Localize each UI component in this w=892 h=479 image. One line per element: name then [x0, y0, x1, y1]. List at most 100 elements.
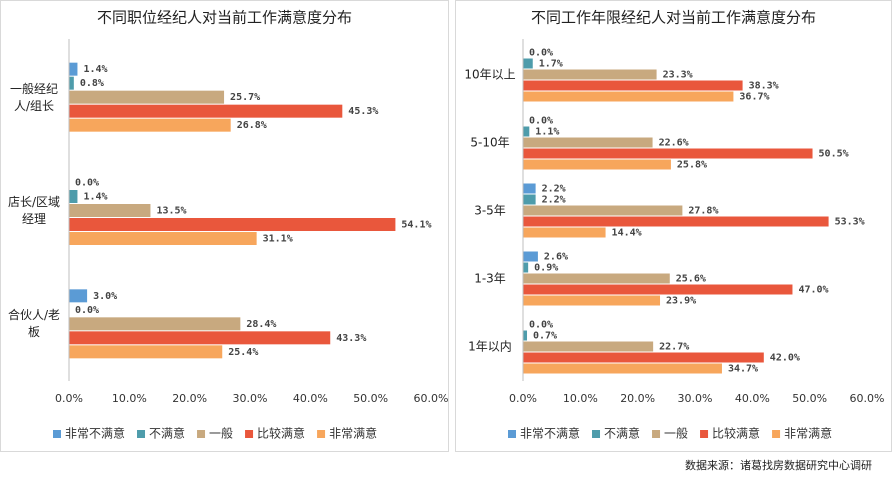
data-label: 3.0% [93, 291, 117, 302]
bar [523, 352, 764, 363]
data-label: 54.1% [401, 220, 431, 231]
legend-label: 比较满意 [712, 426, 760, 441]
category-label: 10年以上 [464, 67, 516, 82]
bar [523, 91, 734, 102]
source-note: 数据来源：诸葛找房数据研究中心调研 [685, 459, 872, 472]
bar [523, 262, 529, 273]
x-tick-label: 30.0% [678, 392, 713, 405]
data-label: 27.8% [688, 206, 718, 217]
x-tick-label: 50.0% [792, 392, 827, 405]
bar [523, 284, 793, 295]
bar [69, 331, 331, 345]
data-label: 0.0% [529, 116, 553, 127]
data-label: 47.0% [798, 285, 828, 296]
data-label: 14.4% [612, 228, 642, 239]
data-label: 0.0% [75, 178, 99, 189]
chart-panel: 不同工作年限经纪人对当前工作满意度分布 0.0% 10.0% 20.0% 30.0% 40… [455, 0, 892, 452]
legend-label: 不满意 [149, 426, 185, 441]
data-label: 34.7% [728, 364, 758, 375]
bar [69, 232, 257, 245]
data-label: 0.8% [80, 78, 104, 89]
x-tick-label: 30.0% [233, 392, 268, 405]
bar [523, 205, 683, 216]
legend-swatch [245, 430, 254, 438]
x-tick-label: 20.0% [172, 392, 207, 405]
category-label: 1年以内 [468, 339, 512, 354]
x-tick-label: 60.0% [850, 392, 885, 405]
x-tick-label: 50.0% [353, 392, 388, 405]
bar [523, 330, 528, 341]
bar [69, 118, 231, 132]
bar [523, 194, 536, 205]
category-label: 一般经纪人/组长 [9, 81, 58, 113]
data-label: 25.4% [228, 347, 258, 358]
bar [69, 218, 396, 231]
x-tick-label: 0.0% [509, 392, 537, 405]
legend-label: 一般 [209, 426, 233, 441]
data-label: 2.6% [544, 252, 568, 263]
category-label: 店长/区域经理 [7, 195, 61, 226]
chart: 不同工作年限经纪人对当前工作满意度分布 0.0% 10.0% 20.0% 30.0% 40… [508, 9, 885, 441]
legend-swatch [137, 430, 146, 438]
bar [523, 251, 538, 262]
data-label: 2.2% [542, 184, 566, 195]
data-label: 50.5% [819, 149, 849, 160]
x-tick-label: 60.0% [414, 392, 448, 405]
data-label: 2.2% [542, 195, 566, 206]
bar [69, 104, 343, 118]
legend-swatch [700, 430, 709, 438]
data-label: 1.7% [539, 59, 563, 70]
category-label: 合伙人/老板 [7, 308, 61, 340]
chart-title: 不同工作年限经纪人对当前工作满意度分布 [531, 9, 816, 27]
bar [523, 137, 653, 148]
legend-label: 比较满意 [257, 426, 305, 441]
data-label: 25.7% [230, 92, 260, 103]
legend-label: 一般 [664, 426, 688, 441]
data-label: 0.0% [75, 305, 99, 316]
bar [69, 289, 88, 303]
x-tick-label: 40.0% [293, 392, 328, 405]
chart-title: 不同职位经纪人对当前工作满意度分布 [97, 9, 352, 27]
data-label: 1.1% [535, 127, 559, 138]
chart-panel: 不同职位经纪人对当前工作满意度分布 0.0% 10.0% 20.0% 30.0% 40.0… [0, 0, 449, 452]
legend-swatch [772, 430, 781, 438]
data-label: 42.0% [770, 353, 800, 364]
bar [523, 183, 536, 194]
x-tick-label: 0.0% [55, 392, 83, 405]
data-label: 45.3% [348, 106, 378, 117]
data-label: 31.1% [263, 234, 293, 245]
data-label: 22.7% [659, 342, 689, 353]
bar [523, 80, 743, 91]
data-label: 1.4% [83, 192, 107, 203]
bar [69, 190, 78, 203]
bar [69, 317, 241, 331]
data-label: 26.8% [237, 120, 267, 131]
data-label: 25.8% [677, 160, 707, 171]
data-label: 23.9% [666, 296, 696, 307]
category-label: 3-5年 [474, 203, 506, 218]
legend-label: 非常满意 [329, 426, 377, 441]
bar [523, 216, 829, 227]
data-label: 36.7% [739, 92, 769, 103]
data-label: 43.3% [336, 333, 366, 344]
bar [523, 341, 654, 352]
data-label: 38.3% [749, 81, 779, 92]
bar [69, 76, 74, 90]
category-label: 5-10年 [470, 135, 510, 150]
legend-swatch [508, 430, 516, 438]
data-label: 22.6% [659, 138, 689, 149]
data-label: 0.9% [534, 263, 558, 274]
bar [523, 159, 671, 170]
data-label: 0.0% [529, 48, 553, 59]
legend-swatch [592, 430, 601, 438]
category-label: 1-3年 [474, 271, 506, 286]
legend-label: 非常满意 [784, 426, 832, 441]
data-label: 1.4% [83, 64, 107, 75]
bar [69, 62, 78, 76]
bar [523, 363, 722, 374]
data-label: 0.7% [533, 331, 557, 342]
bar [523, 69, 657, 80]
data-label: 28.4% [246, 319, 276, 330]
bar [523, 148, 813, 159]
